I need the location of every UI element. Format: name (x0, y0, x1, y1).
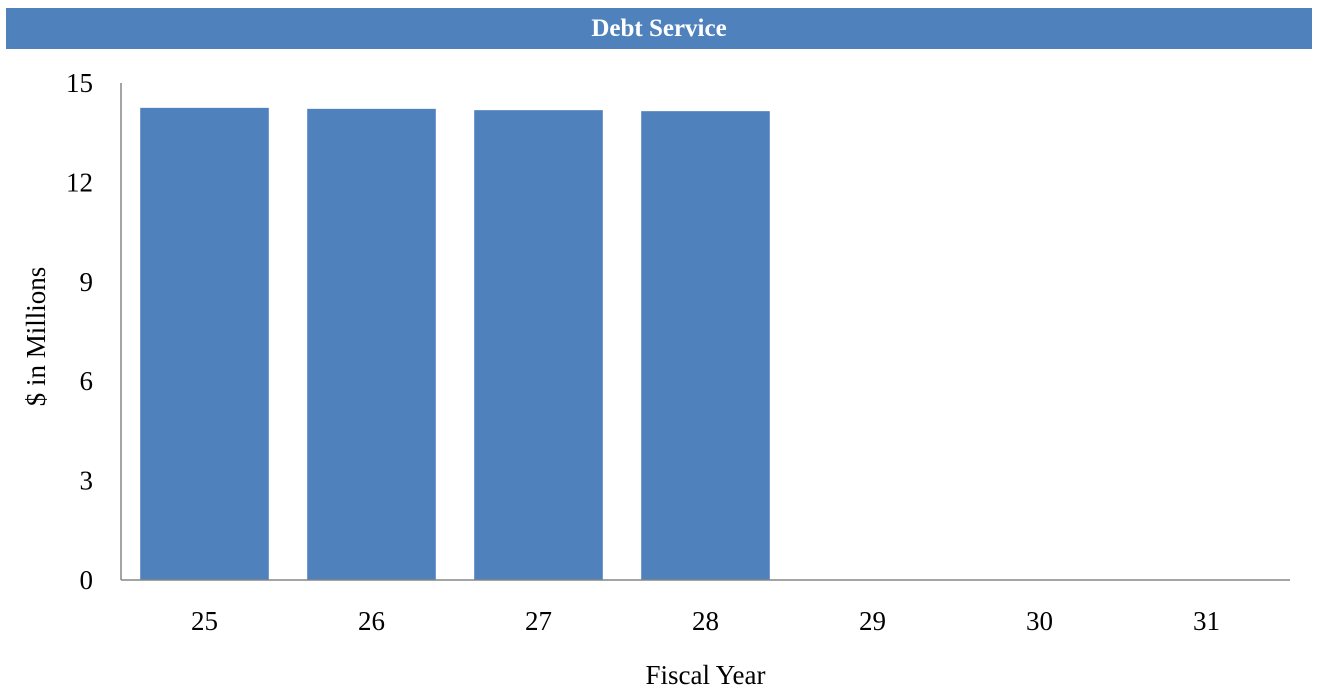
y-tick-label: 0 (80, 565, 94, 595)
bar (307, 108, 436, 581)
y-tick-label: 15 (66, 68, 93, 98)
bar (140, 107, 269, 580)
y-tick-label: 9 (80, 267, 94, 297)
x-tick-labels: 25 26 27 28 29 30 31 (191, 606, 1220, 636)
x-tick-label: 30 (1026, 606, 1053, 636)
x-tick-label: 26 (358, 606, 385, 636)
y-tick-label: 6 (80, 366, 94, 396)
y-tick-label: 12 (66, 167, 93, 197)
x-tick-label: 31 (1193, 606, 1220, 636)
x-axis-label: Fiscal Year (646, 660, 766, 690)
y-axis-label: $ in Millions (21, 267, 51, 407)
y-tick-labels: 0 3 6 9 12 15 (66, 68, 93, 595)
y-tick-label: 3 (80, 466, 94, 496)
bar (641, 111, 770, 580)
bar-group (140, 107, 770, 581)
x-tick-label: 27 (525, 606, 552, 636)
chart-title: Debt Service (6, 8, 1312, 49)
x-tick-label: 28 (692, 606, 719, 636)
bar (474, 110, 603, 580)
x-tick-label: 29 (859, 606, 886, 636)
x-tick-label: 25 (191, 606, 218, 636)
